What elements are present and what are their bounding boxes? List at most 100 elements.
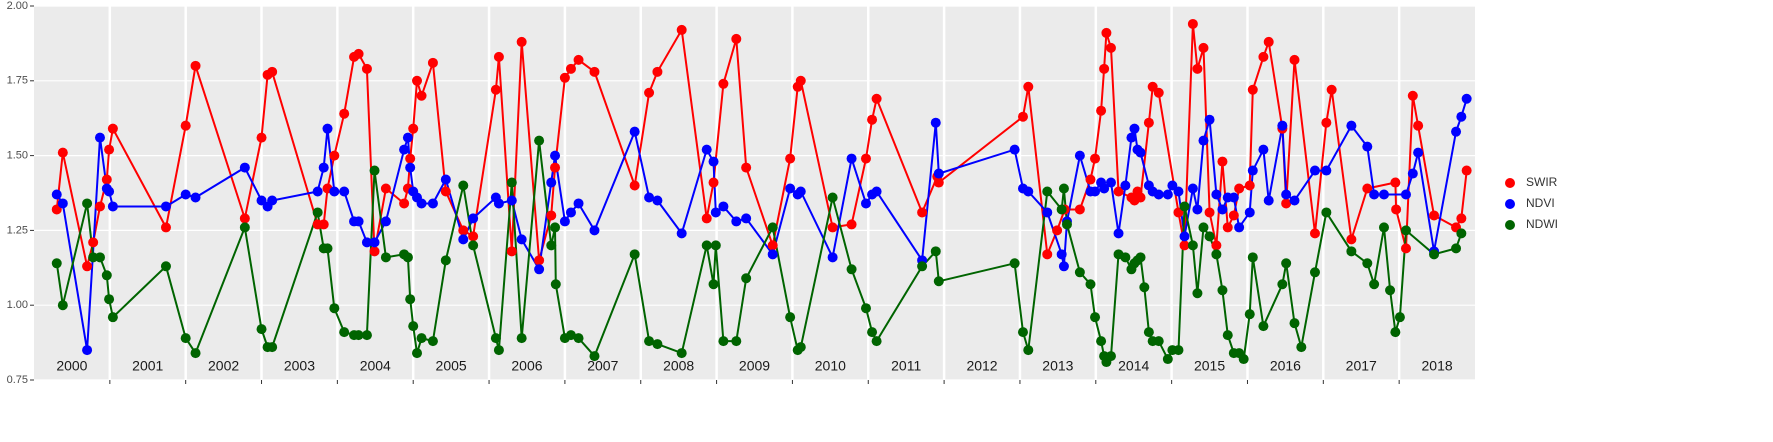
- data-point: [550, 162, 561, 173]
- data-point: [399, 144, 410, 155]
- data-point: [1390, 327, 1401, 338]
- data-point: [57, 198, 68, 209]
- year-label: 2007: [587, 358, 618, 374]
- data-point: [933, 177, 944, 188]
- data-point: [1217, 156, 1228, 167]
- data-point: [490, 84, 501, 95]
- data-point: [1394, 312, 1405, 323]
- data-point: [458, 234, 469, 245]
- data-point: [506, 195, 517, 206]
- data-point: [1105, 351, 1116, 362]
- data-point: [318, 219, 329, 230]
- data-point: [408, 123, 419, 134]
- data-point: [88, 237, 99, 248]
- data-point: [710, 240, 721, 251]
- data-point: [402, 132, 413, 143]
- data-point: [1099, 183, 1110, 194]
- data-point: [1247, 84, 1258, 95]
- year-label: 2001: [132, 358, 163, 374]
- data-point: [1222, 330, 1233, 341]
- data-point: [644, 336, 655, 347]
- data-point: [1244, 207, 1255, 218]
- year-label: 2011: [891, 358, 921, 374]
- data-point: [1135, 147, 1146, 158]
- data-point: [1120, 252, 1131, 263]
- year-label: 2016: [1270, 358, 1301, 374]
- year-label: 2000: [56, 358, 87, 374]
- year-label: 2003: [284, 358, 315, 374]
- data-point: [1211, 249, 1222, 260]
- data-point: [1126, 132, 1137, 143]
- data-point: [550, 150, 561, 161]
- data-point: [1198, 42, 1209, 53]
- legend-label: NDVI: [1526, 196, 1555, 210]
- data-point: [1162, 354, 1173, 365]
- data-point: [708, 279, 719, 290]
- data-point: [827, 222, 838, 233]
- data-point: [104, 294, 115, 305]
- year-label: 2008: [663, 358, 694, 374]
- data-point: [589, 66, 600, 77]
- data-point: [1378, 189, 1389, 200]
- data-point: [1217, 285, 1228, 296]
- data-point: [1090, 186, 1101, 197]
- data-point: [1244, 180, 1255, 191]
- data-point: [565, 207, 576, 218]
- data-point: [427, 336, 438, 347]
- year-label: 2009: [739, 358, 770, 374]
- data-point: [559, 216, 570, 227]
- data-point: [458, 225, 469, 236]
- year-label: 2006: [511, 358, 542, 374]
- data-point: [1385, 285, 1396, 296]
- data-point: [871, 336, 882, 347]
- data-point: [1023, 186, 1034, 197]
- data-point: [1228, 210, 1239, 221]
- data-point: [312, 207, 323, 218]
- data-point: [1009, 258, 1020, 269]
- data-point: [1407, 168, 1418, 179]
- data-point: [1187, 18, 1198, 29]
- data-point: [1321, 117, 1332, 128]
- year-label: 2017: [1346, 358, 1377, 374]
- data-point: [930, 246, 941, 257]
- data-point: [1429, 249, 1440, 260]
- data-point: [1085, 174, 1096, 185]
- data-point: [867, 327, 878, 338]
- data-point: [51, 189, 62, 200]
- data-point: [1162, 189, 1173, 200]
- data-point: [871, 186, 882, 197]
- data-point: [369, 165, 380, 176]
- data-point: [239, 162, 250, 173]
- data-point: [1179, 240, 1190, 251]
- data-point: [1187, 240, 1198, 251]
- data-point: [1192, 204, 1203, 215]
- data-point: [573, 54, 584, 65]
- data-point: [1407, 90, 1418, 101]
- data-point: [190, 348, 201, 359]
- data-point: [490, 333, 501, 344]
- data-point: [1198, 135, 1209, 146]
- data-point: [1277, 120, 1288, 131]
- data-point: [339, 186, 350, 197]
- data-point: [493, 345, 504, 356]
- data-point: [101, 270, 112, 281]
- data-point: [1378, 222, 1389, 233]
- data-point: [741, 162, 752, 173]
- data-point: [104, 144, 115, 155]
- data-point: [1058, 261, 1069, 272]
- data-point: [1023, 345, 1034, 356]
- data-point: [416, 90, 427, 101]
- data-point: [1369, 279, 1380, 290]
- data-point: [267, 195, 278, 206]
- data-point: [180, 120, 191, 131]
- data-point: [408, 321, 419, 332]
- y-tick-label: 1.00: [7, 299, 28, 311]
- data-point: [550, 279, 561, 290]
- data-point: [160, 222, 171, 233]
- data-point: [1042, 186, 1053, 197]
- data-point: [1204, 231, 1215, 242]
- legend-marker: [1505, 220, 1515, 230]
- data-point: [412, 348, 423, 359]
- data-point: [107, 312, 118, 323]
- data-point: [767, 249, 778, 260]
